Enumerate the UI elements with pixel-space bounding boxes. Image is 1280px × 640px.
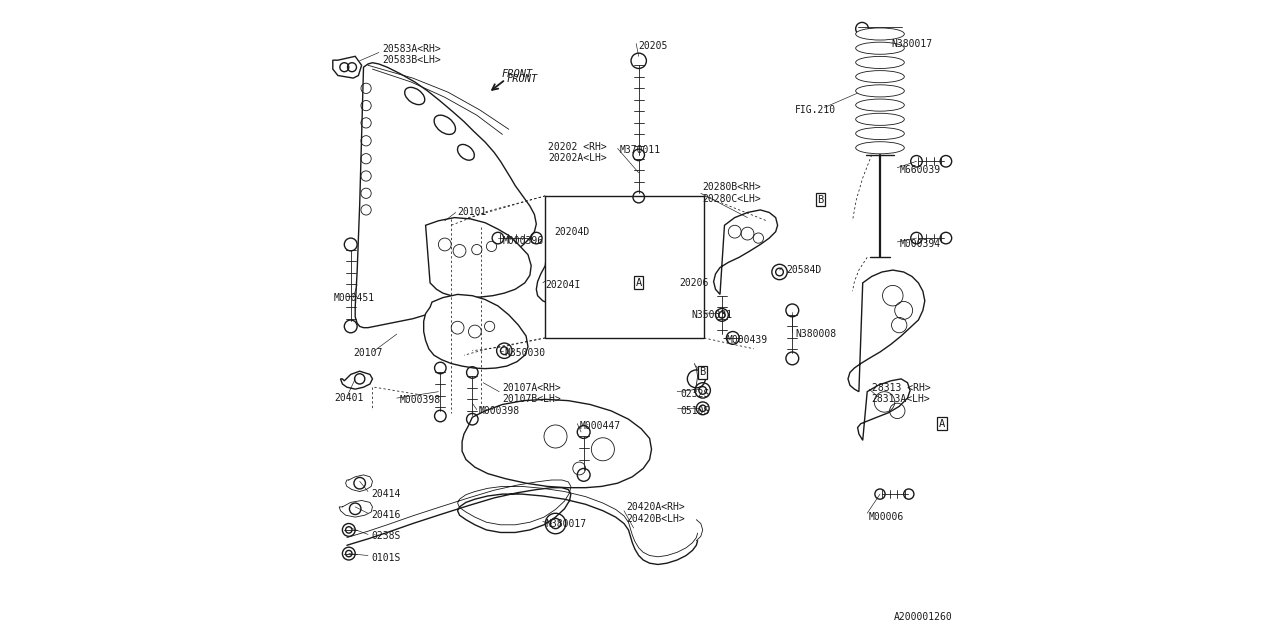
Text: A200001260: A200001260 <box>893 612 952 622</box>
Text: M00006: M00006 <box>869 512 905 522</box>
Text: 0510S: 0510S <box>681 406 709 416</box>
Text: 20204D: 20204D <box>554 227 590 237</box>
Text: N350030: N350030 <box>504 348 545 358</box>
Ellipse shape <box>404 88 425 104</box>
Ellipse shape <box>434 115 456 134</box>
Text: FIG.210: FIG.210 <box>795 105 836 115</box>
Polygon shape <box>858 379 910 440</box>
Ellipse shape <box>855 127 905 140</box>
Text: 20420A<RH>
20420B<LH>: 20420A<RH> 20420B<LH> <box>626 502 685 524</box>
Polygon shape <box>536 219 680 306</box>
Ellipse shape <box>855 42 905 54</box>
Text: M000396: M000396 <box>502 236 544 246</box>
Ellipse shape <box>855 99 905 111</box>
Text: 20107: 20107 <box>353 348 383 358</box>
Text: M000394: M000394 <box>900 239 941 250</box>
Ellipse shape <box>855 113 905 125</box>
Text: 20414: 20414 <box>371 489 401 499</box>
Polygon shape <box>340 371 372 389</box>
Ellipse shape <box>855 56 905 68</box>
Ellipse shape <box>855 70 905 83</box>
Text: M000439: M000439 <box>727 335 768 346</box>
Polygon shape <box>462 399 652 488</box>
Text: N380008: N380008 <box>795 329 836 339</box>
Text: M370011: M370011 <box>620 145 660 155</box>
Ellipse shape <box>855 28 905 40</box>
Polygon shape <box>425 218 531 298</box>
Text: M000398: M000398 <box>479 406 520 416</box>
Text: 0101S: 0101S <box>371 553 401 563</box>
Text: N350031: N350031 <box>691 310 732 320</box>
Text: M000398: M000398 <box>399 395 442 405</box>
Polygon shape <box>356 63 536 328</box>
Polygon shape <box>333 56 362 78</box>
Text: FRONT: FRONT <box>502 69 532 79</box>
Ellipse shape <box>855 85 905 97</box>
Text: A: A <box>940 419 945 429</box>
Text: 20107A<RH>
20107B<LH>: 20107A<RH> 20107B<LH> <box>502 383 561 404</box>
Text: 20583A<RH>
20583B<LH>: 20583A<RH> 20583B<LH> <box>383 44 442 65</box>
Text: 0232S: 0232S <box>681 388 709 399</box>
Text: M000451: M000451 <box>334 292 375 303</box>
Bar <box>545 196 704 338</box>
Text: 28313 <RH>
28313A<LH>: 28313 <RH> 28313A<LH> <box>872 383 931 404</box>
Polygon shape <box>849 270 924 392</box>
Text: B: B <box>700 367 705 378</box>
Text: 20206: 20206 <box>680 278 709 288</box>
Text: 0238S: 0238S <box>371 531 401 541</box>
Text: N380017: N380017 <box>891 38 932 49</box>
Text: 20202 <RH>
20202A<LH>: 20202 <RH> 20202A<LH> <box>548 141 607 163</box>
Text: 20416: 20416 <box>371 510 401 520</box>
Text: 20205: 20205 <box>639 41 668 51</box>
Text: 20401: 20401 <box>334 393 364 403</box>
Text: N380017: N380017 <box>545 518 586 529</box>
Text: M000447: M000447 <box>580 420 621 431</box>
Text: 20101: 20101 <box>458 207 486 218</box>
Text: 20280B<RH>
20280C<LH>: 20280B<RH> 20280C<LH> <box>703 182 762 204</box>
Text: M660039: M660039 <box>900 164 941 175</box>
Ellipse shape <box>855 141 905 154</box>
Text: A: A <box>636 278 641 288</box>
Polygon shape <box>424 294 529 369</box>
Text: 20204I: 20204I <box>545 280 581 290</box>
Ellipse shape <box>457 145 475 160</box>
Text: FRONT: FRONT <box>507 74 538 84</box>
Polygon shape <box>714 210 777 294</box>
Text: 20584D: 20584D <box>786 265 822 275</box>
Text: B: B <box>818 195 823 205</box>
